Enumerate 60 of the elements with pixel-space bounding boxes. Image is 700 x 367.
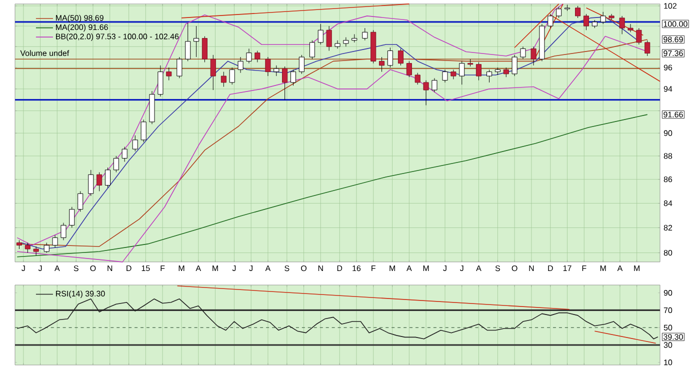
x-tick-label: A (476, 265, 482, 271)
y-tick-label: 82 (664, 224, 672, 231)
x-tick-label: M (390, 265, 395, 271)
x-tick-label: J (38, 265, 42, 272)
x-tick-label: D (126, 265, 132, 271)
x-tick-label: D (337, 265, 342, 271)
x-tick-label: D (548, 265, 553, 271)
annotation: Volume undef (20, 50, 70, 56)
y-tick-label: 102 (664, 3, 676, 9)
x-tick-label: J (249, 265, 252, 272)
x-tick-label: A (265, 265, 271, 271)
x-tick-label: A (617, 265, 623, 271)
x-tick-label: O (512, 265, 518, 272)
x-tick-label: J (460, 265, 464, 272)
annotation: 91.66 (664, 112, 683, 118)
x-tick-label: M (178, 265, 184, 271)
x-tick-label: A (54, 265, 60, 271)
y-tick-label: 50 (664, 324, 672, 330)
x-tick-label: J (232, 265, 236, 272)
x-tick-label: J (22, 265, 25, 272)
x-tick-label: M (634, 265, 640, 271)
x-tick-label: S (284, 265, 290, 272)
x-tick-label: J (443, 265, 446, 272)
x-tick-label: 15 (142, 265, 150, 272)
x-tick-label: 16 (352, 265, 361, 272)
x-tick-label: N (529, 265, 534, 271)
legend-label: BB(20,2.0) 97.53 - 100.00 - 102.46 (56, 33, 179, 41)
x-tick-label: M (600, 265, 606, 271)
y-tick-label: 84 (664, 200, 672, 206)
x-tick-label: F (372, 265, 376, 271)
legend-label: MA(200) 91.66 (56, 24, 108, 32)
x-tick-label: M (212, 265, 218, 271)
legend-label: MA(50) 98.69 (56, 14, 104, 22)
x-tick-label: N (318, 265, 323, 271)
y-tick-label: 88 (664, 153, 672, 159)
x-tick-label: O (90, 265, 96, 272)
legend-label: RSI(14) 39.30 (56, 290, 105, 298)
x-tick-label: S (495, 265, 500, 272)
annotation: 39.30 (664, 334, 683, 340)
x-tick-label: A (196, 265, 202, 271)
y-tick-label: 94 (664, 86, 672, 92)
x-tick-label: A (406, 265, 412, 271)
y-tick-label: 86 (664, 176, 672, 182)
x-tick-label: M (423, 265, 429, 271)
y-tick-label: 96 (664, 64, 672, 70)
annotation: 97.36 (664, 50, 683, 56)
y-tick-label: 90 (664, 290, 672, 296)
x-tick-label: 17 (563, 265, 572, 271)
y-tick-label: 10 (664, 360, 672, 366)
y-tick-label: 80 (664, 250, 672, 256)
x-tick-label: S (74, 265, 78, 272)
x-tick-label: F (160, 265, 165, 271)
text: 100.00 (664, 21, 688, 27)
annotation: 98.69 (664, 36, 683, 42)
x-tick-label: O (301, 265, 307, 272)
y-tick-label: 70 (664, 307, 672, 314)
x-tick-label: F (582, 265, 586, 271)
y-tick-label: 90 (664, 130, 672, 136)
y-tick-label: 30 (664, 342, 672, 348)
x-tick-label: N (108, 265, 112, 271)
